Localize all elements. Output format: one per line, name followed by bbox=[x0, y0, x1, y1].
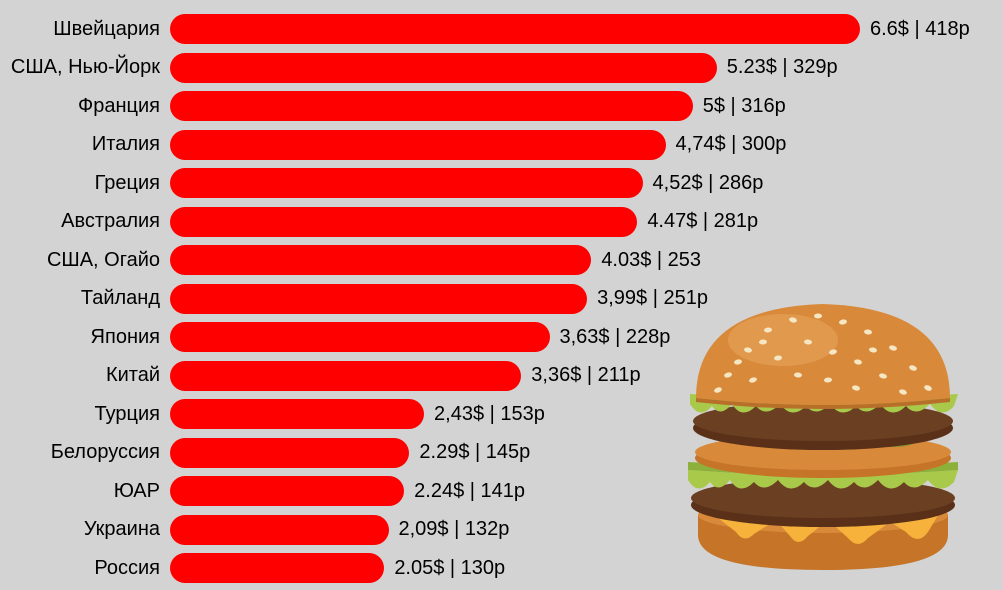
value-label: 3,63$ | 228p bbox=[560, 326, 671, 349]
bar bbox=[170, 168, 643, 198]
bar-wrap: 5.23$ | 329p bbox=[170, 49, 1003, 88]
bar bbox=[170, 322, 550, 352]
bar-row: Франция 5$ | 316p bbox=[0, 87, 1003, 126]
country-label: Япония bbox=[0, 326, 170, 349]
bar bbox=[170, 553, 384, 583]
country-label: Италия bbox=[0, 133, 170, 156]
bar bbox=[170, 476, 404, 506]
bar bbox=[170, 284, 587, 314]
bar-wrap: 4.03$ | 253 bbox=[170, 241, 1003, 280]
value-label: 2,09$ | 132p bbox=[399, 518, 510, 541]
country-label: Франция bbox=[0, 95, 170, 118]
value-label: 5$ | 316p bbox=[703, 95, 786, 118]
value-label: 2.29$ | 145p bbox=[419, 441, 530, 464]
bar bbox=[170, 515, 389, 545]
value-label: 6.6$ | 418p bbox=[870, 18, 970, 41]
bar bbox=[170, 14, 860, 44]
country-label: США, Огайо bbox=[0, 249, 170, 272]
country-label: США, Нью-Йорк bbox=[0, 56, 170, 79]
bar bbox=[170, 130, 666, 160]
bar bbox=[170, 245, 591, 275]
bar-wrap: 4.47$ | 281p bbox=[170, 203, 1003, 242]
bar bbox=[170, 399, 424, 429]
country-label: Австралия bbox=[0, 210, 170, 233]
value-label: 4,74$ | 300p bbox=[676, 133, 787, 156]
bar-row: Италия 4,74$ | 300p bbox=[0, 126, 1003, 165]
value-label: 3,36$ | 211p bbox=[531, 364, 640, 387]
big-mac-illustration bbox=[658, 280, 988, 580]
bar bbox=[170, 207, 637, 237]
bar-row: Австралия 4.47$ | 281p bbox=[0, 203, 1003, 242]
value-label: 4,52$ | 286p bbox=[653, 172, 764, 195]
value-label: 2.05$ | 130p bbox=[394, 557, 505, 580]
country-label: Белоруссия bbox=[0, 441, 170, 464]
value-label: 4.47$ | 281p bbox=[647, 210, 758, 233]
bar-wrap: 6.6$ | 418p bbox=[170, 10, 1003, 49]
country-label: Тайланд bbox=[0, 287, 170, 310]
bar-row: США, Огайо 4.03$ | 253 bbox=[0, 241, 1003, 280]
bar bbox=[170, 53, 717, 83]
bar bbox=[170, 361, 521, 391]
bar-row: США, Нью-Йорк 5.23$ | 329p bbox=[0, 49, 1003, 88]
burger-svg bbox=[658, 280, 988, 580]
bar-wrap: 5$ | 316p bbox=[170, 87, 1003, 126]
country-label: Россия bbox=[0, 557, 170, 580]
chart-canvas: Швейцария 6.6$ | 418p США, Нью-Йорк 5.23$ |… bbox=[0, 0, 1003, 590]
bar-row: Швейцария 6.6$ | 418p bbox=[0, 10, 1003, 49]
bar-wrap: 4,52$ | 286p bbox=[170, 164, 1003, 203]
country-label: Швейцария bbox=[0, 18, 170, 41]
country-label: Украина bbox=[0, 518, 170, 541]
country-label: ЮАР bbox=[0, 480, 170, 503]
value-label: 2.24$ | 141p bbox=[414, 480, 525, 503]
value-label: 2,43$ | 153p bbox=[434, 403, 545, 426]
bar-row: Греция 4,52$ | 286p bbox=[0, 164, 1003, 203]
country-label: Греция bbox=[0, 172, 170, 195]
country-label: Турция bbox=[0, 403, 170, 426]
value-label: 5.23$ | 329p bbox=[727, 56, 838, 79]
country-label: Китай bbox=[0, 364, 170, 387]
bar bbox=[170, 91, 693, 121]
bar-wrap: 4,74$ | 300p bbox=[170, 126, 1003, 165]
bar bbox=[170, 438, 409, 468]
value-label: 4.03$ | 253 bbox=[601, 249, 701, 272]
